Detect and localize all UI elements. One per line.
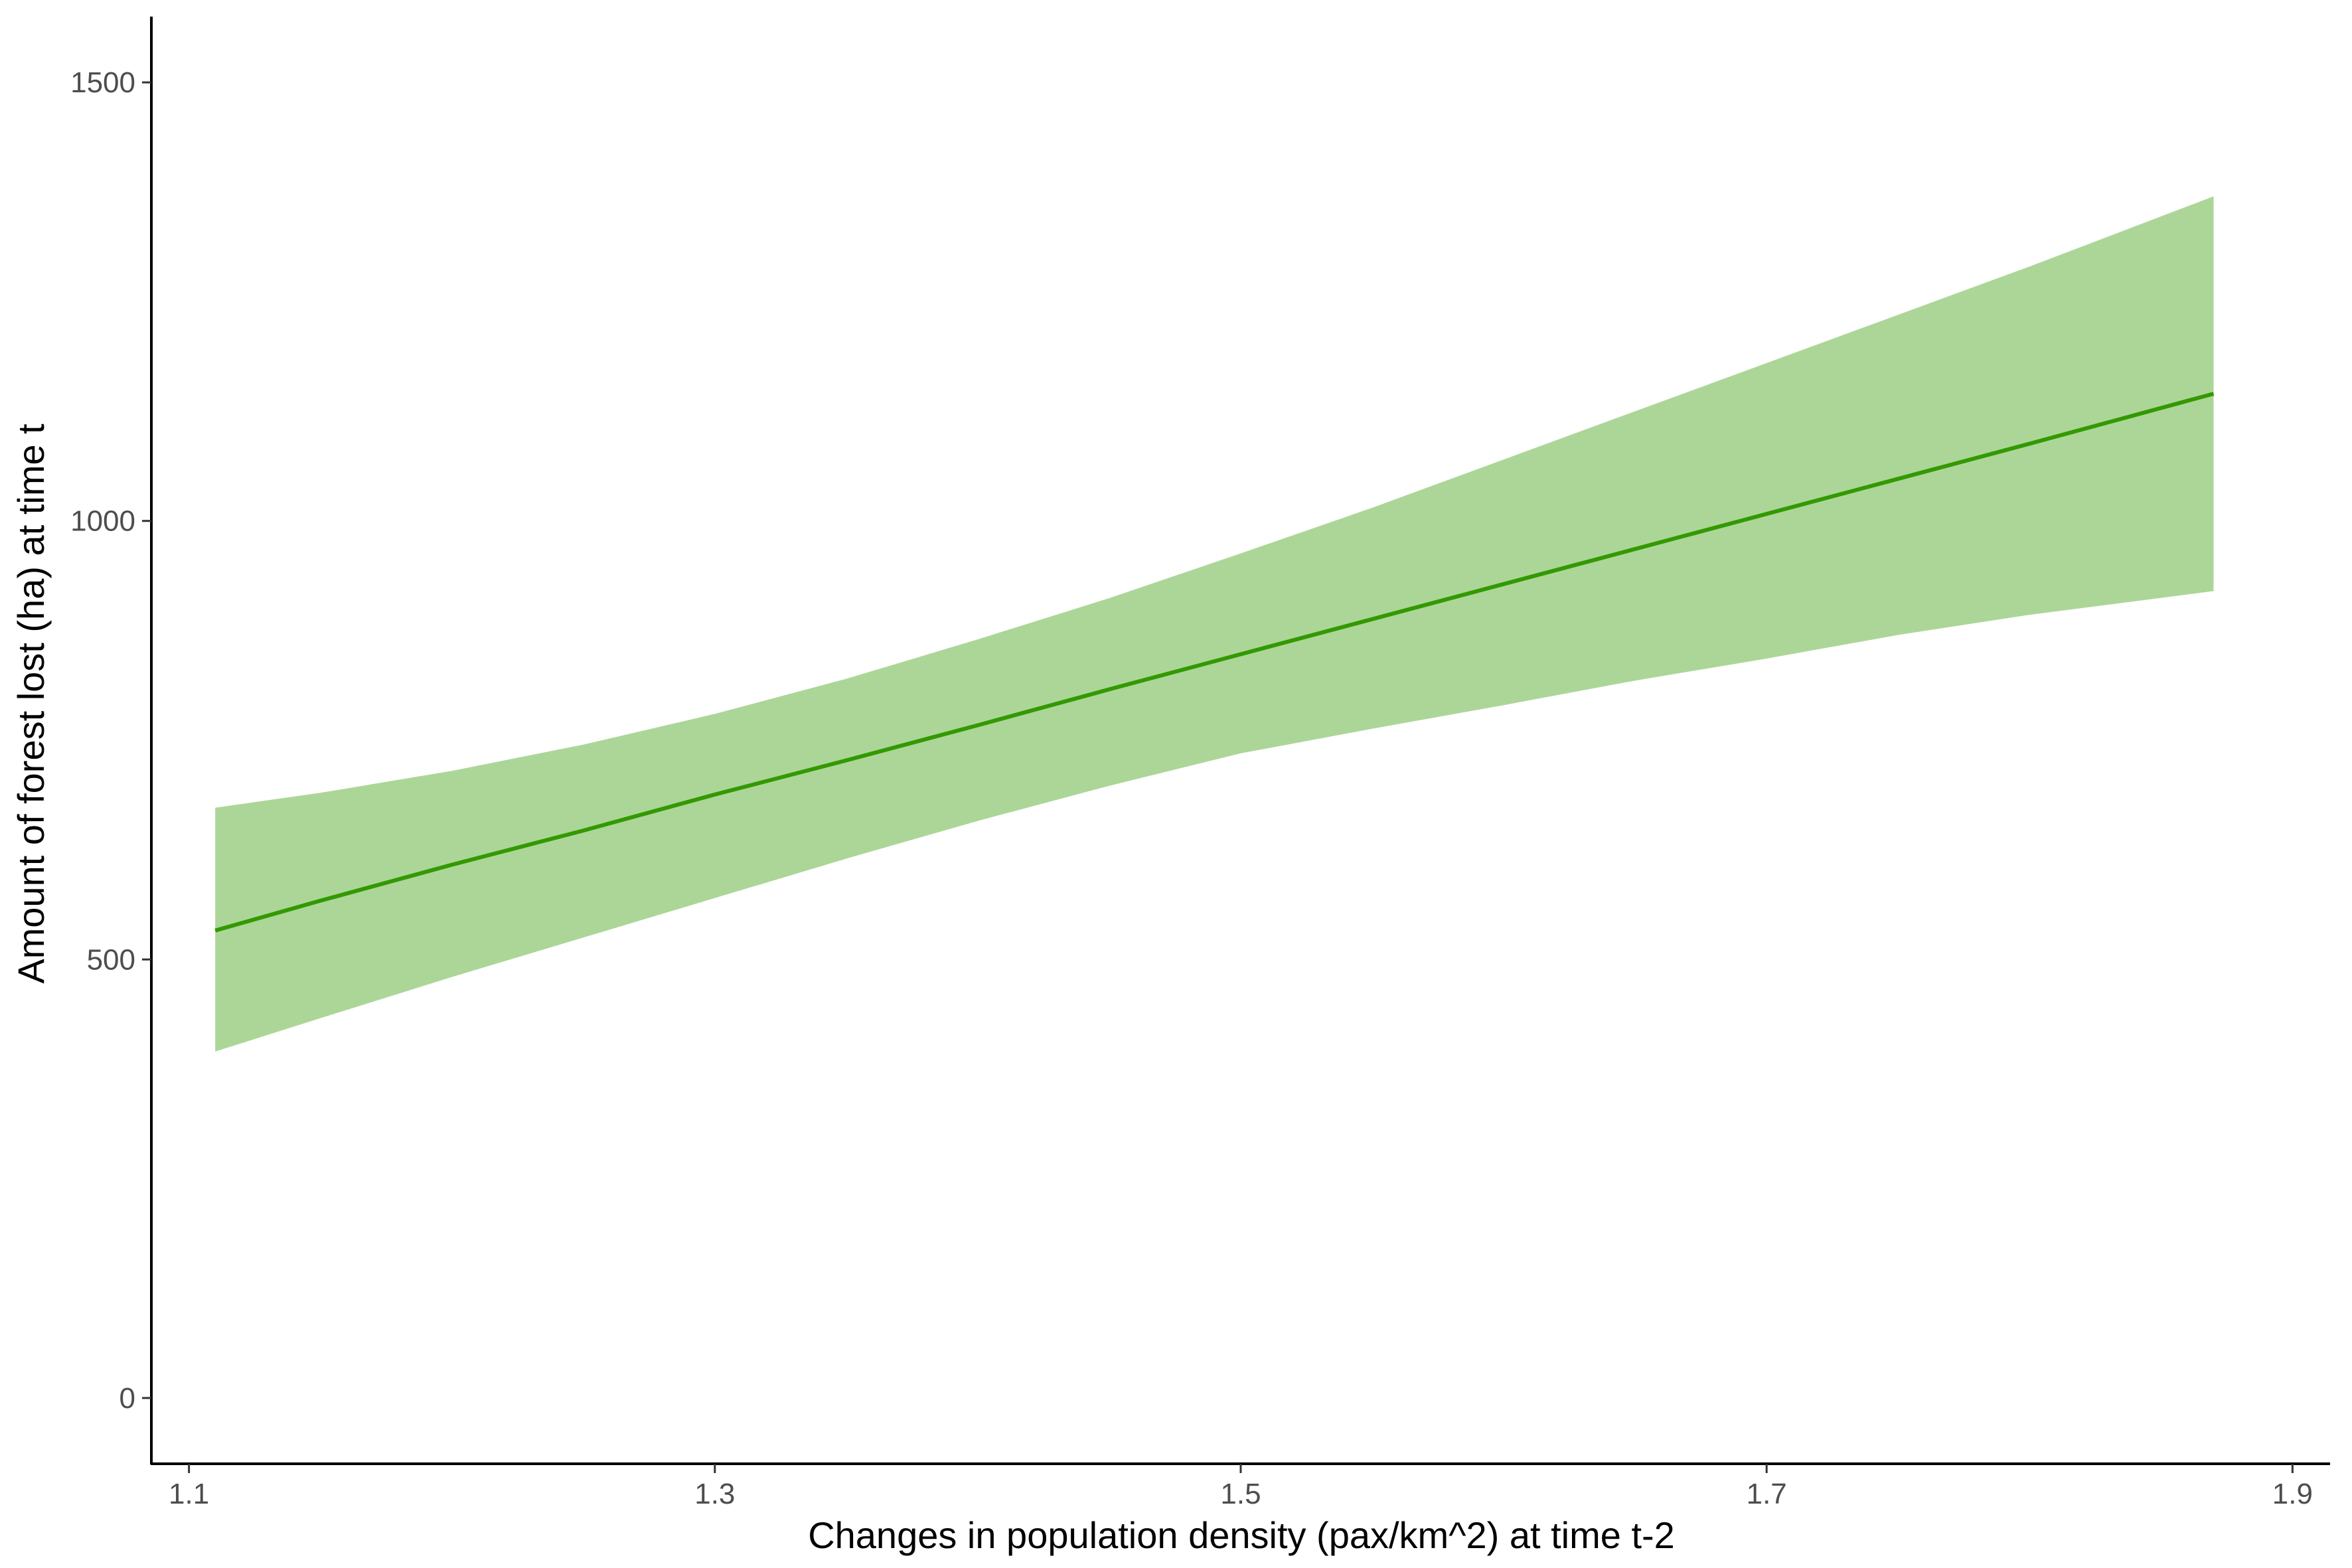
axes: 0 500 1000 1500 1.1 1.3 1.5 1.7 1.9: [70, 17, 2330, 1510]
fit-line-0: [214, 392, 2215, 933]
y-tick-label: 1000: [70, 505, 135, 538]
x-tick-label: 1.9: [2272, 1478, 2313, 1510]
x-tick-label: 1.3: [694, 1478, 735, 1510]
y-tick-label: 1500: [70, 66, 135, 99]
x-axis-title: Changes in population density (pax/km^2)…: [808, 1514, 1675, 1556]
x-tick-label: 1.7: [1747, 1478, 1787, 1510]
confidence-band-0: [215, 196, 2214, 1052]
y-tick-label: 0: [119, 1382, 135, 1415]
y-axis-title: Amount of forest lost (ha) at time t: [10, 424, 52, 984]
plot-marks: [214, 196, 2215, 1052]
y-tick-label: 500: [87, 943, 135, 976]
x-tick-label: 1.5: [1220, 1478, 1261, 1510]
x-tick-label: 1.1: [169, 1478, 209, 1510]
